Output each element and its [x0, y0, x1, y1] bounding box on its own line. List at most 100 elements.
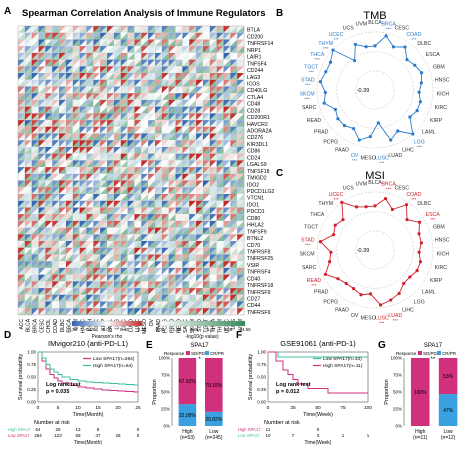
heatmap-p-cell [196, 173, 203, 181]
heatmap-p-cell [223, 234, 231, 242]
heatmap-rho-cell [107, 187, 114, 194]
radar-title: MSI [365, 170, 385, 182]
heatmap-p-cell [209, 66, 217, 74]
heatmap-p-cell [182, 167, 190, 174]
risk-count: 11 [266, 427, 271, 432]
heatmap-p-cell [45, 173, 53, 181]
heatmap-p-cell [52, 194, 60, 201]
heatmap-rho-cell [107, 227, 114, 235]
heatmap-p-cell [127, 308, 135, 315]
heatmap-p-cell [79, 153, 87, 161]
heatmap-p-cell [31, 261, 39, 268]
heatmap-rho-cell [141, 200, 149, 208]
heatmap-p-cell [45, 66, 53, 74]
heatmap-rho-cell [79, 113, 87, 121]
heatmap-p-cell [182, 301, 190, 309]
heatmap-rho-cell [141, 180, 149, 188]
heatmap-rho-cell [79, 294, 87, 302]
heatmap-rho-cell [52, 267, 60, 275]
heatmap-p-cell [120, 254, 128, 262]
heatmap-p-cell [216, 93, 224, 100]
heatmap-rho-cell [24, 113, 32, 121]
risk-row-label: High SPA17 [8, 427, 31, 432]
heatmap-rho-cell [155, 32, 162, 40]
heatmap-p-cell [209, 261, 217, 268]
heatmap-rho-cell [24, 106, 32, 114]
heatmap-p-cell [202, 106, 210, 114]
km-ytick: 0.50 [257, 375, 266, 380]
heatmap-p-cell [52, 73, 60, 80]
heatmap-rho-cell [107, 294, 114, 302]
heatmap-p-cell [161, 86, 169, 94]
heatmap-p-cell [161, 133, 169, 141]
heatmap-p-cell [141, 207, 149, 215]
heatmap-p-cell [59, 126, 66, 134]
heatmap-rho-cell [72, 99, 80, 107]
gene-label: CD200 [247, 34, 263, 40]
heatmap-rho-cell [209, 106, 217, 114]
heatmap-p-cell [31, 288, 39, 295]
heatmap-rho-cell [161, 160, 169, 168]
heatmap-rho-cell [209, 52, 217, 60]
heatmap-p-cell [65, 254, 73, 262]
heatmap-p-cell [196, 194, 203, 201]
heatmap-p-cell [86, 241, 94, 248]
heatmap-p-cell [100, 120, 108, 127]
heatmap-p-cell [65, 59, 73, 67]
gene-label: CD48 [247, 102, 260, 108]
heatmap-rho-cell [72, 274, 80, 282]
heatmap-p-cell [202, 173, 210, 181]
heatmap-p-cell [65, 140, 73, 147]
gene-label: VTCN1 [247, 196, 264, 202]
heatmap-p-cell [18, 126, 25, 134]
heatmap-p-cell [107, 194, 114, 201]
heatmap-p-cell [59, 227, 66, 235]
heatmap-rho-cell [237, 288, 245, 295]
heatmap-p-cell [202, 32, 210, 40]
heatmap-rho-cell [18, 160, 25, 168]
heatmap-p-cell [209, 294, 217, 302]
heatmap-rho-cell [209, 220, 217, 228]
heatmap-p-cell [127, 106, 135, 114]
heatmap-rho-cell [202, 254, 210, 262]
legend-swatch-sdpd [418, 351, 422, 355]
heatmap-p-cell [209, 32, 217, 40]
heatmap-p-cell [107, 66, 114, 74]
heatmap-rho-cell [209, 173, 217, 181]
heatmap-rho-cell [107, 301, 114, 309]
heatmap-p-cell [230, 99, 238, 107]
km-curve [38, 351, 138, 393]
heatmap-rho-cell [18, 113, 25, 121]
heatmap-rho-cell [196, 180, 203, 188]
gene-label: HAVCR2 [247, 122, 268, 128]
heatmap-rho-cell [24, 59, 32, 67]
heatmap-p-cell [59, 120, 66, 127]
heatmap-p-cell [120, 194, 128, 201]
heatmap-rho-cell [18, 308, 25, 315]
heatmap-p-cell [24, 194, 32, 201]
heatmap-p-cell [168, 261, 176, 268]
heatmap-p-cell [31, 241, 39, 248]
risk-count: 47 [95, 433, 101, 438]
heatmap-p-cell [59, 66, 66, 74]
heatmap-p-cell [161, 180, 169, 188]
heatmap-p-cell [216, 99, 224, 107]
heatmap-p-cell [161, 173, 169, 181]
heatmap-p-cell [161, 153, 169, 161]
heatmap-rho-cell [113, 66, 121, 74]
heatmap-p-cell [223, 200, 231, 208]
heatmap-p-cell [155, 241, 162, 248]
heatmap-p-cell [52, 254, 60, 262]
heatmap-rho-cell [38, 146, 46, 154]
heatmap-rho-cell [175, 194, 183, 201]
heatmap-rho-cell [175, 99, 183, 107]
radar-axis-label: LIHC [402, 147, 414, 153]
heatmap-p-cell [202, 86, 210, 94]
heatmap-rho-cell [113, 52, 121, 60]
heatmap-p-cell [202, 281, 210, 289]
heatmap-p-cell [65, 267, 73, 275]
heatmap-p-cell [182, 281, 190, 289]
heatmap-p-cell [52, 288, 60, 295]
heatmap-p-cell [223, 301, 231, 309]
heatmap-p-cell [134, 247, 142, 255]
